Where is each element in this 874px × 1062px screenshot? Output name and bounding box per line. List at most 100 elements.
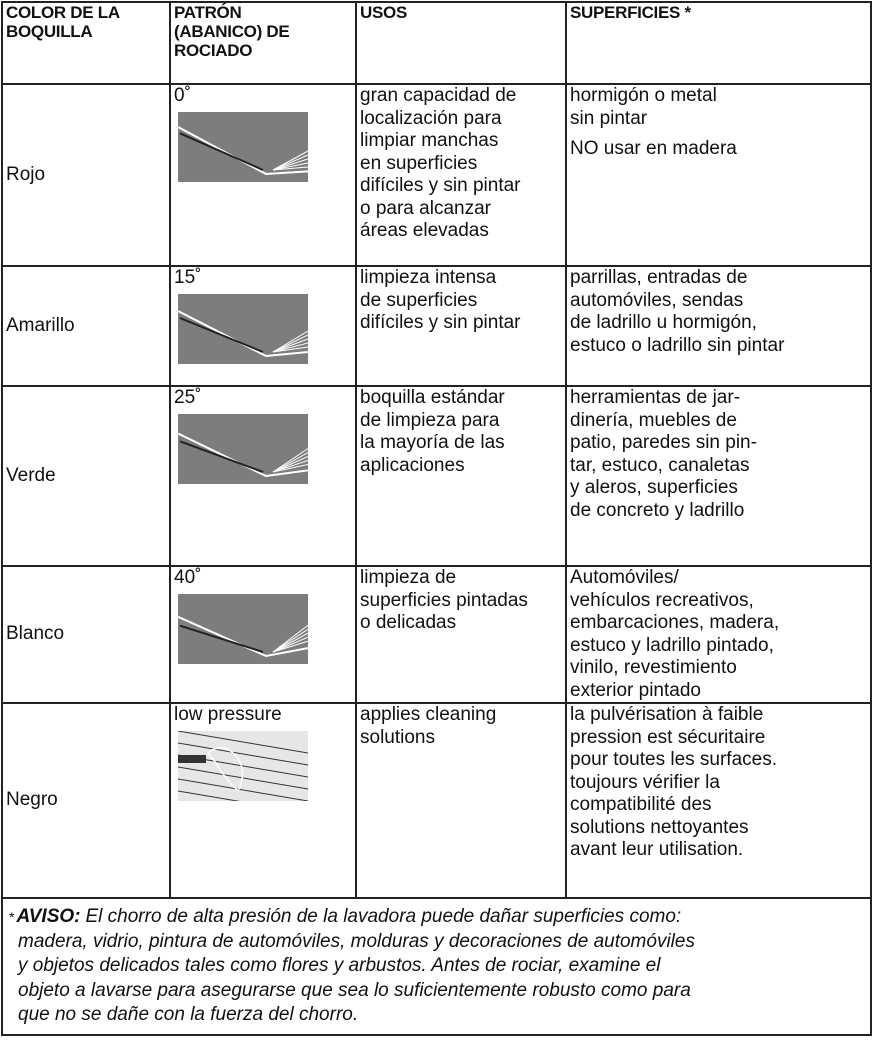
pattern-label: 0˚ — [174, 85, 191, 106]
spray-ray — [272, 334, 308, 352]
surfaces-line: parrillas, entradas de — [570, 267, 748, 288]
color-cell: Amarillo — [1, 265, 171, 387]
spray-line — [178, 432, 308, 477]
surfaces-line: embarcaciones, madera, — [570, 612, 780, 633]
footnote-marker: * — [9, 909, 15, 925]
color-name: Rojo — [6, 163, 46, 185]
uses-line: boquilla estándar — [360, 387, 505, 408]
header-line: (ABANICO) DE — [174, 22, 290, 41]
spray-ray — [272, 346, 308, 352]
panel — [178, 293, 308, 364]
spray-ray — [272, 640, 308, 652]
header-row: COLOR DE LA BOQUILLA PATRÓN (ABANICO) DE ROC… — [1, 1, 872, 85]
pattern-label: 40˚ — [174, 567, 202, 588]
footnote-text: El chorro de alta presión de la lavadora… — [85, 906, 682, 927]
header-line: COLOR DE LA — [6, 3, 120, 22]
uses-line: o para alcanzar — [360, 197, 491, 219]
spray-drawing — [178, 111, 308, 182]
wand — [179, 316, 264, 353]
surfaces-line: avant leur utilisation. — [570, 839, 744, 860]
surfaces-line: pour toutes les surfaces. — [570, 749, 777, 770]
panel — [178, 111, 308, 182]
uses-line: localización para — [360, 107, 502, 129]
spray-ray — [272, 158, 308, 170]
uses-line: gran capacidad de — [360, 85, 517, 106]
spray-line — [178, 309, 308, 357]
header-line: SUPERFICIES * — [570, 3, 691, 22]
footnote-line: madera, vidrio, pintura de automóviles, … — [18, 930, 695, 952]
stripe — [178, 778, 308, 801]
pattern-cell: 15˚ — [169, 265, 357, 387]
spray — [206, 746, 244, 792]
footnote-line: objeto a lavarse para asegurarse que sea… — [18, 979, 691, 1001]
uses-line: difíciles y sin pintar — [360, 175, 521, 196]
spray-ray — [272, 628, 308, 652]
spray-drawing — [178, 413, 308, 484]
spray-ray — [272, 455, 308, 472]
stripe — [178, 790, 241, 801]
uses-line: solutions — [360, 726, 435, 748]
spray-ray — [272, 154, 308, 170]
header-line: PATRÓN — [174, 3, 242, 22]
spray-line — [178, 125, 308, 175]
pattern-cell: 25˚ — [169, 385, 357, 567]
header-line: ROCIADO — [174, 41, 253, 60]
color-cell: Verde — [1, 385, 171, 567]
footnote-line: * AVISO: El chorro de alta presión de la l… — [9, 905, 864, 930]
surfaces-cell: Automóviles/vehículos recreativos, embarc… — [565, 565, 872, 704]
nozzle-table: COLOR DE LA BOQUILLA PATRÓN (ABANICO) DE ROC… — [1, 1, 872, 1036]
stripe — [178, 730, 308, 753]
uses-line: áreas elevadas — [360, 220, 489, 241]
header-cell: PATRÓN (ABANICO) DE ROCIADO — [169, 1, 357, 85]
pattern-label: 25˚ — [174, 387, 202, 408]
panel — [178, 593, 308, 664]
table-body: Rojo 0˚ gran capacidad de localización para… — [1, 83, 872, 1036]
spray-ray — [272, 166, 308, 170]
footnote-label: AVISO: — [16, 906, 81, 927]
uses-line: la mayoría de las — [360, 432, 505, 453]
pattern-label: low pressure — [174, 704, 282, 725]
surfaces-line: de concreto y ladrillo — [570, 499, 745, 521]
surfaces-line: tar, estuco, canaletas — [570, 454, 750, 476]
surfaces-line: la pulvérisation à faible — [570, 704, 764, 725]
uses-line: limpieza de — [360, 567, 457, 588]
uses-line: applies cleaning — [360, 704, 497, 725]
header-line: BOQUILLA — [6, 22, 93, 41]
surfaces-line: vehículos recreativos, — [570, 589, 754, 611]
surfaces-line: vinilo, revestimiento — [570, 657, 737, 678]
spray-ray — [272, 447, 308, 472]
uses-line: en superficies — [360, 152, 478, 174]
uses-line: limpieza intensa — [360, 267, 497, 288]
surfaces-line: estuco o ladrillo sin pintar — [570, 334, 785, 356]
uses-cell: limpieza intensa de superficies difíciles … — [355, 265, 567, 387]
uses-line: de superficies — [360, 289, 478, 311]
spray-ray — [272, 459, 308, 472]
spray-ray — [272, 338, 308, 352]
uses-line: difíciles y sin pintar — [360, 312, 521, 333]
spray-drawing — [178, 730, 308, 801]
spray-line — [178, 615, 308, 657]
table-row: Rojo 0˚ gran capacidad de localización para… — [1, 83, 872, 267]
spray-ray — [272, 451, 308, 472]
surfaces-cell: parrillas, entradas de automóviles, senda… — [565, 265, 872, 387]
surfaces-line: dinería, muebles de — [570, 409, 737, 431]
surfaces-cell: herramientas de jar-dinería, muebles de p… — [565, 385, 872, 567]
color-name: Amarillo — [6, 314, 75, 336]
pattern-cell: low pressure — [169, 702, 357, 899]
stripe — [178, 742, 308, 765]
spray-ray — [272, 636, 308, 652]
uses-cell: limpieza de superficies pintadas o delicad… — [355, 565, 567, 704]
uses-line: aplicaciones — [360, 454, 465, 476]
surfaces-line: pression est sécuritaire — [570, 726, 766, 748]
wand — [179, 439, 264, 473]
footnote-row: * AVISO: El chorro de alta presión de la l… — [1, 897, 872, 1036]
uses-cell: boquilla estándar de limpieza para la mayo… — [355, 385, 567, 567]
uses-line: o delicadas — [360, 612, 457, 633]
uses-cell: gran capacidad de localización para limpia… — [355, 83, 567, 267]
nozzle — [178, 754, 206, 763]
color-cell: Negro — [1, 702, 171, 899]
spray-drawing — [178, 593, 308, 664]
table-row: Blanco 40˚ limpieza de superficies pintadas… — [1, 565, 872, 704]
surfaces-line: toujours vérifier la — [570, 771, 720, 793]
